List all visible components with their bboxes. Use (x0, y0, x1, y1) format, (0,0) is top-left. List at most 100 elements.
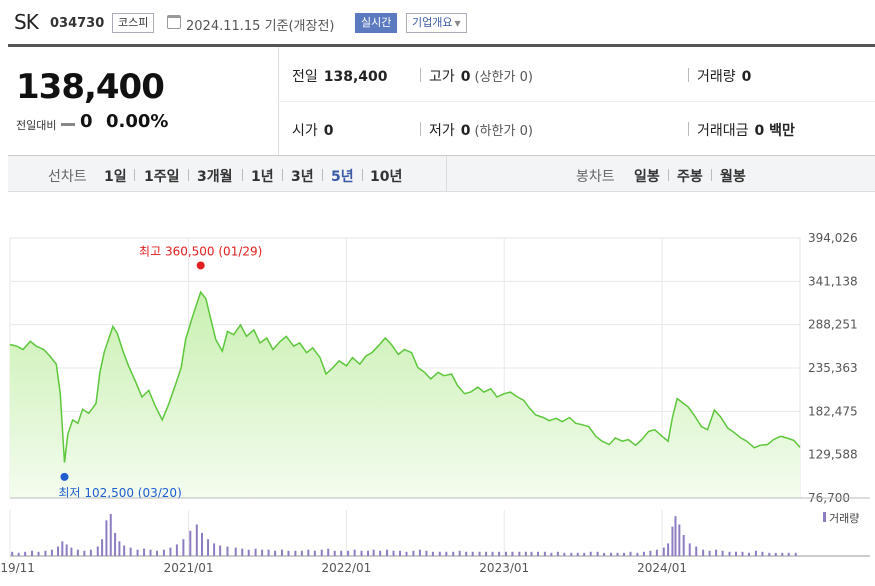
price-summary: 138,400 전일대비 0 0.00% 전일 138,400 고가 0 (상한가 0… (8, 47, 875, 156)
volume-bar (118, 541, 121, 556)
period-1w[interactable]: 1주일 (144, 169, 180, 185)
period-1d[interactable]: 1일 (104, 169, 127, 185)
volume-bar (149, 549, 152, 556)
flat-change-icon (61, 123, 75, 126)
high-label: 고가 (429, 69, 455, 85)
volume-bar (735, 551, 738, 556)
volume-bar (504, 551, 507, 556)
volume-bar (688, 543, 691, 556)
amount-cell: 거래대금 0 백만 (697, 120, 795, 140)
nav-divider (362, 169, 363, 181)
price-line (9, 290, 801, 463)
volume-bar (195, 524, 198, 556)
volume-bar (114, 532, 117, 556)
volume-bar (655, 549, 658, 556)
volume-bar (399, 550, 402, 556)
volume-bar (583, 552, 586, 556)
volume-bar (169, 547, 172, 556)
candle-monthly[interactable]: 월봉 (720, 169, 746, 185)
volume-bar (728, 551, 731, 556)
low-value: 0 (460, 123, 471, 139)
volume-bar (570, 552, 573, 556)
volume-bar (543, 551, 546, 556)
volume-bar (774, 552, 777, 556)
volume-bar (445, 551, 448, 556)
volume-bar (11, 551, 14, 556)
volume-bar (189, 530, 192, 556)
volume-bar (70, 547, 73, 556)
volume-bar (458, 550, 461, 556)
period-5y[interactable]: 5년 (331, 169, 354, 185)
company-info-dropdown[interactable]: 기업개요 ▼ (406, 13, 467, 33)
volume-legend-swatch (823, 512, 826, 522)
line-chart-label: 선차트 (48, 169, 87, 185)
candle-daily[interactable]: 일봉 (634, 169, 660, 185)
volume-bar (524, 551, 527, 556)
volume-bar (589, 551, 592, 556)
volume-bar (129, 547, 132, 556)
volume-cell: 거래량 0 (697, 66, 751, 86)
period-3m[interactable]: 3개월 (197, 169, 233, 185)
period-1y[interactable]: 1년 (251, 169, 274, 185)
x-tick-label: 2021/01 (164, 561, 214, 575)
volume-bar (623, 552, 626, 556)
volume-bar (392, 550, 395, 556)
volume-bar (556, 551, 559, 556)
nav-divider (134, 169, 135, 181)
volume-bar (61, 541, 64, 556)
volume-bar (156, 550, 159, 556)
candle-chart-label: 봉차트 (576, 169, 615, 185)
volume-bar (162, 549, 165, 556)
current-price: 138,400 (16, 67, 165, 107)
volume-bar (109, 514, 112, 556)
volume-bar (781, 552, 784, 556)
volume-bar (65, 544, 68, 556)
x-tick-label: 2022/01 (321, 561, 371, 575)
nav-divider (282, 169, 283, 181)
volume-bar (431, 551, 434, 556)
volume-bar (550, 552, 553, 556)
price-area (10, 292, 800, 498)
candle-weekly[interactable]: 주봉 (677, 169, 703, 185)
volume-bar (412, 550, 415, 556)
volume-bar (741, 551, 744, 556)
cell-divider (688, 68, 689, 82)
period-10y[interactable]: 10년 (370, 169, 403, 185)
volume-bar (491, 551, 494, 556)
volume-bar (333, 550, 336, 556)
volume-bar (511, 551, 514, 556)
volume-bar (17, 552, 20, 556)
volume-bar (702, 549, 705, 556)
prev-close-cell: 전일 138,400 (292, 66, 388, 86)
open-cell: 시가 0 (292, 120, 334, 140)
change-percent: 0.00% (106, 111, 169, 132)
high-value: 0 (460, 69, 471, 85)
volume-bar (667, 543, 670, 556)
volume-bar (219, 545, 222, 556)
header-divider (8, 44, 875, 47)
volume-bar (518, 551, 521, 556)
x-tick-label: 2024/01 (637, 561, 687, 575)
nav-divider (668, 169, 669, 181)
volume-bar (307, 549, 310, 556)
volume-bar (761, 551, 764, 556)
period-3y[interactable]: 3년 (291, 169, 314, 185)
volume-bar (300, 550, 303, 556)
y-tick-label: 288,251 (808, 318, 858, 332)
min-point-label: 최저 102,500 (03/20) (58, 486, 181, 500)
volume-bar (478, 551, 481, 556)
volume-bar (603, 552, 606, 556)
low-cell: 저가 0 (하한가 0) (429, 120, 533, 140)
volume-bar (787, 552, 790, 556)
volume-bar (83, 550, 86, 556)
change-value: 0 (80, 111, 93, 132)
y-tick-label: 235,363 (808, 361, 858, 375)
upper-limit: (상한가 0) (474, 70, 533, 85)
amount-value: 0 백만 (754, 123, 795, 139)
volume-bar (367, 550, 370, 556)
market-badge: 코스피 (112, 13, 155, 33)
realtime-button[interactable]: 실시간 (355, 13, 398, 33)
volume-bar (213, 543, 216, 556)
volume-bar (56, 546, 59, 556)
max-point-marker (196, 261, 205, 270)
